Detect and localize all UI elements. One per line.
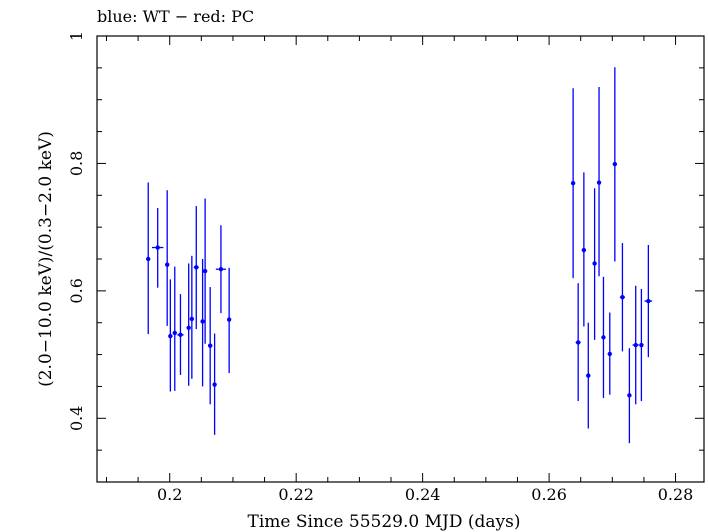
data-point (570, 88, 576, 279)
point-marker (620, 295, 625, 300)
point-marker (200, 319, 205, 324)
point-marker (194, 265, 199, 270)
point-marker (226, 317, 232, 322)
point-marker (592, 261, 597, 266)
point-marker (207, 343, 213, 348)
data-point (186, 263, 191, 386)
data-point (639, 288, 644, 402)
point-marker (639, 342, 644, 348)
data-point (596, 86, 602, 277)
point-marker (164, 262, 170, 267)
data-point (193, 206, 199, 330)
point-marker (218, 266, 224, 272)
x-tick-label: 0.2 (157, 485, 182, 504)
y-tick-label: 0.8 (67, 151, 86, 176)
chart-title: blue: WT − red: PC (97, 7, 254, 26)
point-marker (146, 256, 151, 262)
data-point (164, 190, 170, 326)
y-axis-label: (2.0−10.0 keV)/(0.3−2.0 keV) (36, 131, 56, 387)
x-tick-label: 0.24 (405, 485, 441, 504)
data-point (200, 259, 205, 387)
point-marker (607, 351, 612, 357)
data-point (177, 294, 184, 375)
point-marker (581, 247, 587, 253)
x-tick-label: 0.26 (531, 485, 567, 504)
data-point (172, 266, 177, 391)
point-marker (633, 342, 638, 348)
data-point (592, 188, 597, 340)
data-point (146, 182, 151, 335)
y-tick-label: 0.6 (67, 278, 86, 303)
point-marker (627, 393, 632, 398)
data-point (226, 267, 232, 374)
point-marker (575, 340, 581, 345)
point-marker (586, 373, 591, 378)
point-marker (202, 268, 208, 274)
data-point (612, 67, 618, 262)
point-marker (178, 332, 183, 338)
data-points (146, 67, 653, 444)
y-tick-label: 0.4 (67, 406, 86, 431)
point-marker (646, 298, 651, 304)
data-point (619, 243, 625, 352)
data-point (207, 287, 213, 405)
x-axis: 0.2 0.22 0.24 0.26 0.28 (105, 36, 694, 504)
data-point (601, 276, 606, 398)
point-marker (570, 180, 576, 186)
data-point (212, 333, 217, 435)
data-point (215, 225, 226, 314)
data-point (627, 348, 632, 444)
plot-frame (96, 35, 705, 483)
x-axis-label: Time Since 55529.0 MJD (days) (248, 512, 521, 532)
point-marker (155, 245, 160, 250)
data-point (586, 322, 591, 429)
data-point (632, 285, 639, 405)
point-marker (186, 325, 191, 331)
point-marker (596, 180, 602, 185)
point-marker (189, 316, 195, 322)
data-point (189, 255, 195, 379)
point-marker (168, 333, 173, 339)
x-tick-label: 0.22 (278, 485, 314, 504)
data-point (575, 283, 581, 402)
data-point (168, 279, 173, 392)
data-point (644, 244, 653, 358)
point-marker (601, 335, 606, 340)
y-axis: 0.4 0.6 0.8 1 (67, 31, 704, 451)
data-point (607, 312, 612, 395)
point-marker (612, 161, 618, 167)
data-point (152, 208, 164, 288)
y-tick-label: 1 (67, 31, 86, 41)
data-point (581, 172, 587, 327)
point-marker (172, 330, 177, 336)
data-point (202, 198, 208, 344)
x-tick-label: 0.28 (658, 485, 694, 504)
point-marker (212, 382, 217, 387)
